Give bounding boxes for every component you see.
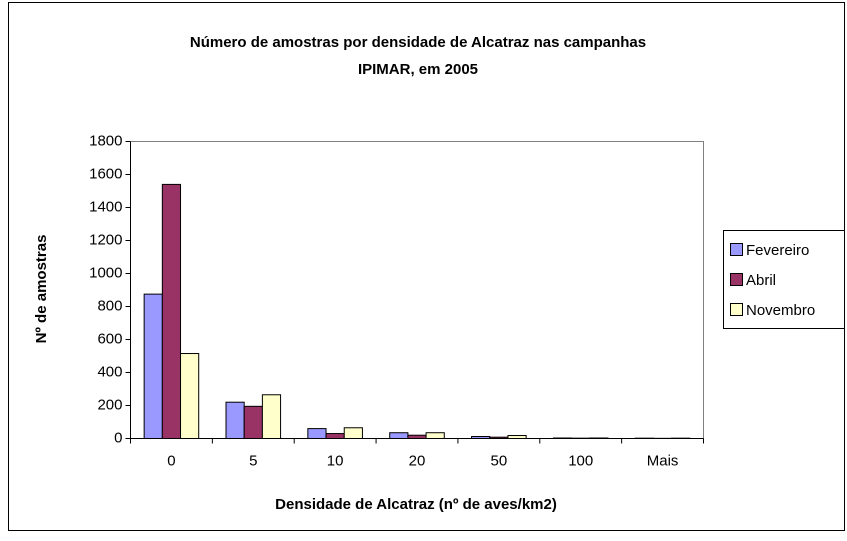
x-tick-label: 10: [327, 452, 344, 469]
legend-label: Abril: [746, 272, 776, 289]
chart-title: Número de amostras por densidade de Alca…: [190, 34, 646, 51]
y-tick-label: 600: [97, 330, 122, 347]
chart-title: IPIMAR, em 2005: [358, 61, 478, 78]
bar: [261, 394, 282, 439]
bar: [225, 401, 245, 440]
x-axis-label: Densidade de Alcatraz (nº de aves/km2): [275, 496, 557, 513]
legend-swatch: [730, 273, 743, 286]
y-tick-label: 800: [97, 297, 122, 314]
legend: [723, 230, 845, 329]
x-tick-label: 50: [491, 452, 508, 469]
y-tick-label: 1600: [89, 165, 122, 182]
y-axis-label: Nº de amostras: [33, 235, 50, 344]
x-tick-label: 5: [249, 452, 257, 469]
x-tick-label: 20: [409, 452, 426, 469]
bar: [307, 428, 327, 440]
bar: [243, 405, 263, 440]
y-tick-label: 1000: [89, 264, 122, 281]
y-tick-label: 1800: [89, 132, 122, 149]
x-tick-label: 0: [167, 452, 175, 469]
bar: [161, 183, 182, 439]
bar: [325, 433, 345, 439]
y-tick-label: 200: [97, 396, 122, 413]
chart-border: [8, 2, 845, 531]
legend-swatch: [730, 243, 743, 256]
y-tick-label: 1400: [89, 198, 122, 215]
bar: [425, 432, 445, 440]
legend-label: Novembro: [746, 302, 815, 319]
y-tick-label: 0: [114, 429, 122, 446]
x-tick-label: Mais: [647, 452, 679, 469]
bar: [343, 427, 363, 439]
x-tick-label: 100: [568, 452, 593, 469]
bar: [389, 432, 409, 440]
bar: [143, 293, 163, 439]
y-tick-label: 1200: [89, 231, 122, 248]
legend-label: Fevereiro: [746, 242, 809, 259]
bar: [180, 353, 200, 439]
legend-swatch: [730, 303, 743, 316]
y-tick-label: 400: [97, 363, 122, 380]
